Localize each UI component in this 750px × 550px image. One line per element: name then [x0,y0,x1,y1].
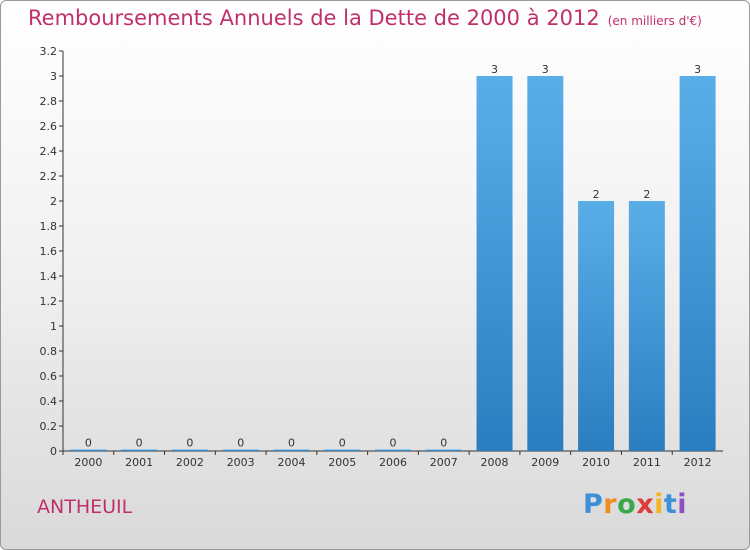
bar [70,449,107,451]
bar [425,449,462,451]
bar-value-label: 3 [694,63,701,76]
x-tick-label: 2011 [633,456,661,469]
y-tick-label: 2.2 [40,170,58,183]
y-tick-label: 0.6 [40,370,58,383]
y-tick-label: 2.4 [40,145,58,158]
x-tick-label: 2003 [227,456,255,469]
bar-value-label: 0 [237,437,244,450]
x-tick-label: 2001 [125,456,153,469]
x-tick-label: 2004 [277,456,305,469]
bar [273,449,310,451]
x-tick-label: 2009 [531,456,559,469]
bar [628,201,665,451]
x-tick-label: 2006 [379,456,407,469]
bar [324,449,361,451]
bar [578,201,615,451]
bar [527,76,564,451]
x-tick-label: 2010 [582,456,610,469]
bar-value-label: 0 [390,437,397,450]
y-tick-label: 0.8 [40,345,58,358]
logo-letter: r [603,489,618,520]
bar-value-label: 3 [542,63,549,76]
y-tick-label: 2.6 [40,120,58,133]
bar-value-label: 3 [491,63,498,76]
bar [222,449,259,451]
bar-value-label: 0 [440,437,447,450]
chart-unit-label: (en milliers d'€) [607,14,702,28]
x-tick-label: 2008 [481,456,509,469]
y-tick-label: 0.2 [40,420,58,433]
bar [679,76,716,451]
bar [121,449,158,451]
bar-value-label: 0 [136,437,143,450]
bar-value-label: 2 [643,188,650,201]
commune-name: ANTHEUIL [37,496,133,518]
logo-letter: i [677,489,688,520]
y-tick-label: 1.8 [40,220,58,233]
bar [171,449,208,451]
bar-value-label: 0 [339,437,346,450]
bar [476,76,513,451]
y-tick-label: 1.6 [40,245,58,258]
y-tick-label: 1.4 [40,270,58,283]
logo-letter: t [663,489,678,520]
y-tick-label: 2 [50,195,57,208]
y-tick-label: 0.4 [40,395,58,408]
x-tick-label: 2005 [328,456,356,469]
bar-value-label: 0 [288,437,295,450]
logo-letter: o [617,489,637,520]
logo-letter: P [583,489,604,520]
y-tick-label: 2.8 [40,95,58,108]
y-tick-label: 1 [50,320,57,333]
bar-value-label: 2 [593,188,600,201]
x-tick-label: 2000 [74,456,102,469]
x-tick-label: 2002 [176,456,204,469]
chart-title-text: Remboursements Annuels de la Dette de 20… [28,6,600,30]
y-tick-label: 3.2 [40,45,58,58]
y-tick-label: 1.2 [40,295,58,308]
chart-title: Remboursements Annuels de la Dette de 20… [28,6,702,30]
proxiti-logo[interactable]: Proxiti [583,489,687,520]
y-tick-label: 3 [50,70,57,83]
logo-letter: x [636,489,655,520]
bar-value-label: 0 [85,437,92,450]
logo-letter: i [654,489,664,520]
bar [375,449,411,451]
x-tick-label: 2012 [684,456,712,469]
bar-value-label: 0 [186,437,193,450]
x-tick-label: 2007 [430,456,458,469]
y-tick-label: 0 [50,445,57,458]
